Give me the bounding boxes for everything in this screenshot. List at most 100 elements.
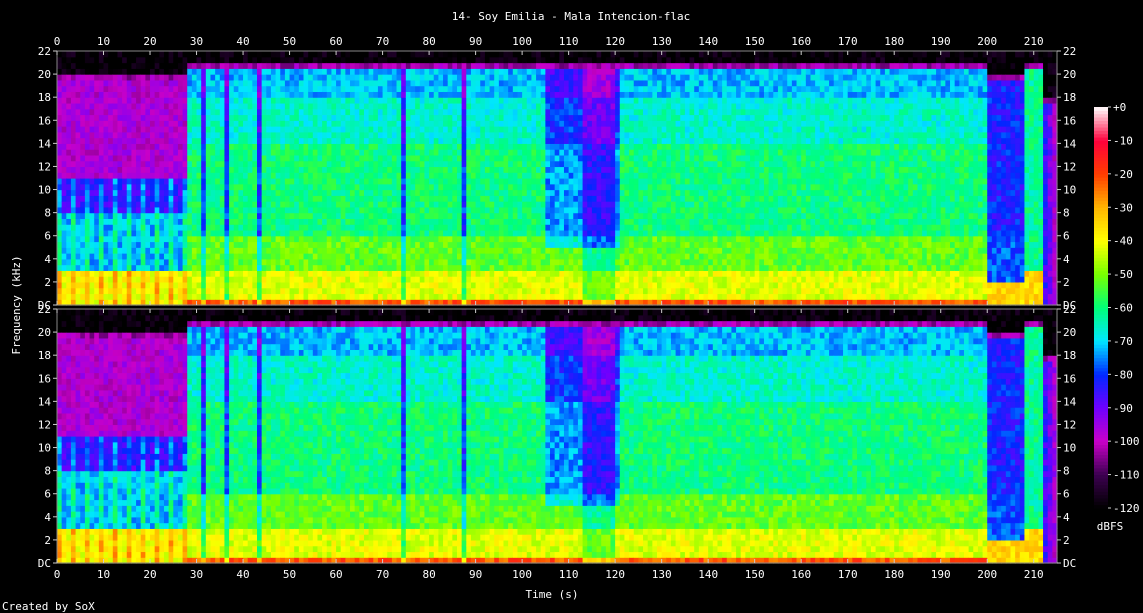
spectrogram-cell [271, 149, 276, 155]
spectrogram-cell [262, 57, 267, 63]
spectrogram-cell [299, 97, 304, 103]
spectrogram-cell [466, 115, 471, 121]
spectrogram-cell [71, 178, 76, 184]
spectrogram-cell [164, 270, 169, 276]
spectrogram-cell [243, 143, 248, 149]
spectrogram-cell [169, 270, 174, 276]
spectrogram-cell [57, 126, 62, 132]
spectrogram-cell [476, 270, 481, 276]
spectrogram-cell [550, 138, 555, 144]
spectrogram-cell [262, 126, 267, 132]
spectrogram-cell [415, 276, 420, 282]
spectrogram-cell [164, 282, 169, 288]
spectrogram-cell [355, 97, 360, 103]
spectrogram-cell [90, 184, 95, 190]
spectrogram-cell [322, 166, 327, 172]
spectrogram-cell [536, 109, 541, 115]
spectrogram-cell [80, 265, 85, 271]
spectrogram-cell [476, 190, 481, 196]
spectrogram-cell [401, 265, 406, 271]
spectrogram-cell [113, 74, 118, 80]
spectrogram-cell [313, 270, 318, 276]
spectrogram-cell [578, 190, 583, 196]
spectrogram-cell [355, 195, 360, 201]
spectrogram-cell [359, 51, 364, 57]
spectrogram-cell [183, 282, 188, 288]
spectrogram-cell [122, 172, 127, 178]
spectrogram-cell [341, 230, 346, 236]
spectrogram-cell [490, 293, 495, 299]
spectrogram-cell [383, 103, 388, 109]
spectrogram-cell [108, 166, 113, 172]
spectrogram-cell [108, 155, 113, 161]
spectrogram-cell [285, 184, 290, 190]
spectrogram-cell [550, 195, 555, 201]
spectrogram-cell [313, 74, 318, 80]
spectrogram-cell [397, 247, 402, 253]
spectrogram-cell [113, 161, 118, 167]
spectrogram-cell [285, 247, 290, 253]
spectrogram-cell [457, 201, 462, 207]
spectrogram-cell [80, 68, 85, 74]
spectrogram-cell [266, 178, 271, 184]
spectrogram-cell [76, 161, 81, 167]
spectrogram-cell [494, 74, 499, 80]
spectrogram-cell [257, 132, 262, 138]
spectrogram-cell [531, 195, 536, 201]
spectrogram-cell [192, 149, 197, 155]
spectrogram-cell [527, 265, 532, 271]
spectrogram-cell [397, 97, 402, 103]
spectrogram-cell [206, 166, 211, 172]
spectrogram-cell [285, 143, 290, 149]
spectrogram-cell [299, 213, 304, 219]
spectrogram-cell [480, 293, 485, 299]
spectrogram-cell [462, 74, 467, 80]
spectrogram-cell [99, 91, 104, 97]
spectrogram-cell [545, 161, 550, 167]
spectrogram-cell [164, 155, 169, 161]
spectrogram-cell [238, 74, 243, 80]
spectrogram-cell [169, 213, 174, 219]
spectrogram-cell [462, 138, 467, 144]
spectrogram-cell [90, 68, 95, 74]
spectrogram-cell [457, 178, 462, 184]
spectrogram-cell [313, 115, 318, 121]
spectrogram-cell [480, 213, 485, 219]
spectrogram-cell [499, 115, 504, 121]
spectrogram-cell [308, 259, 313, 265]
spectrogram-cell [164, 184, 169, 190]
spectrogram-cell [485, 230, 490, 236]
spectrogram-cell [350, 155, 355, 161]
spectrogram-cell [122, 155, 127, 161]
spectrogram-cell [471, 242, 476, 248]
spectrogram-cell [262, 213, 267, 219]
spectrogram-cell [573, 86, 578, 92]
spectrogram-cell [504, 138, 509, 144]
spectrogram-cell [299, 57, 304, 63]
spectrogram-cell [424, 91, 429, 97]
spectrogram-cell [350, 242, 355, 248]
spectrogram-cell [350, 80, 355, 86]
spectrogram-cell [192, 161, 197, 167]
spectrogram-cell [508, 224, 513, 230]
spectrogram-cell [271, 247, 276, 253]
spectrogram-cell [313, 230, 318, 236]
spectrogram-cell [359, 247, 364, 253]
spectrogram-cell [248, 172, 253, 178]
spectrogram-cell [462, 288, 467, 294]
spectrogram-cell [378, 126, 383, 132]
spectrogram-cell [401, 126, 406, 132]
spectrogram-cell [224, 184, 229, 190]
spectrogram-cell [522, 74, 527, 80]
spectrogram-cell [210, 138, 215, 144]
spectrogram-cell [443, 190, 448, 196]
spectrogram-cell [550, 68, 555, 74]
spectrogram-cell [262, 80, 267, 86]
spectrogram-cell [369, 126, 374, 132]
spectrogram-cell [452, 155, 457, 161]
spectrogram-cell [573, 218, 578, 224]
spectrogram-cell [131, 103, 136, 109]
spectrogram-cell [280, 230, 285, 236]
spectrogram-cell [536, 265, 541, 271]
spectrogram-cell [85, 166, 90, 172]
